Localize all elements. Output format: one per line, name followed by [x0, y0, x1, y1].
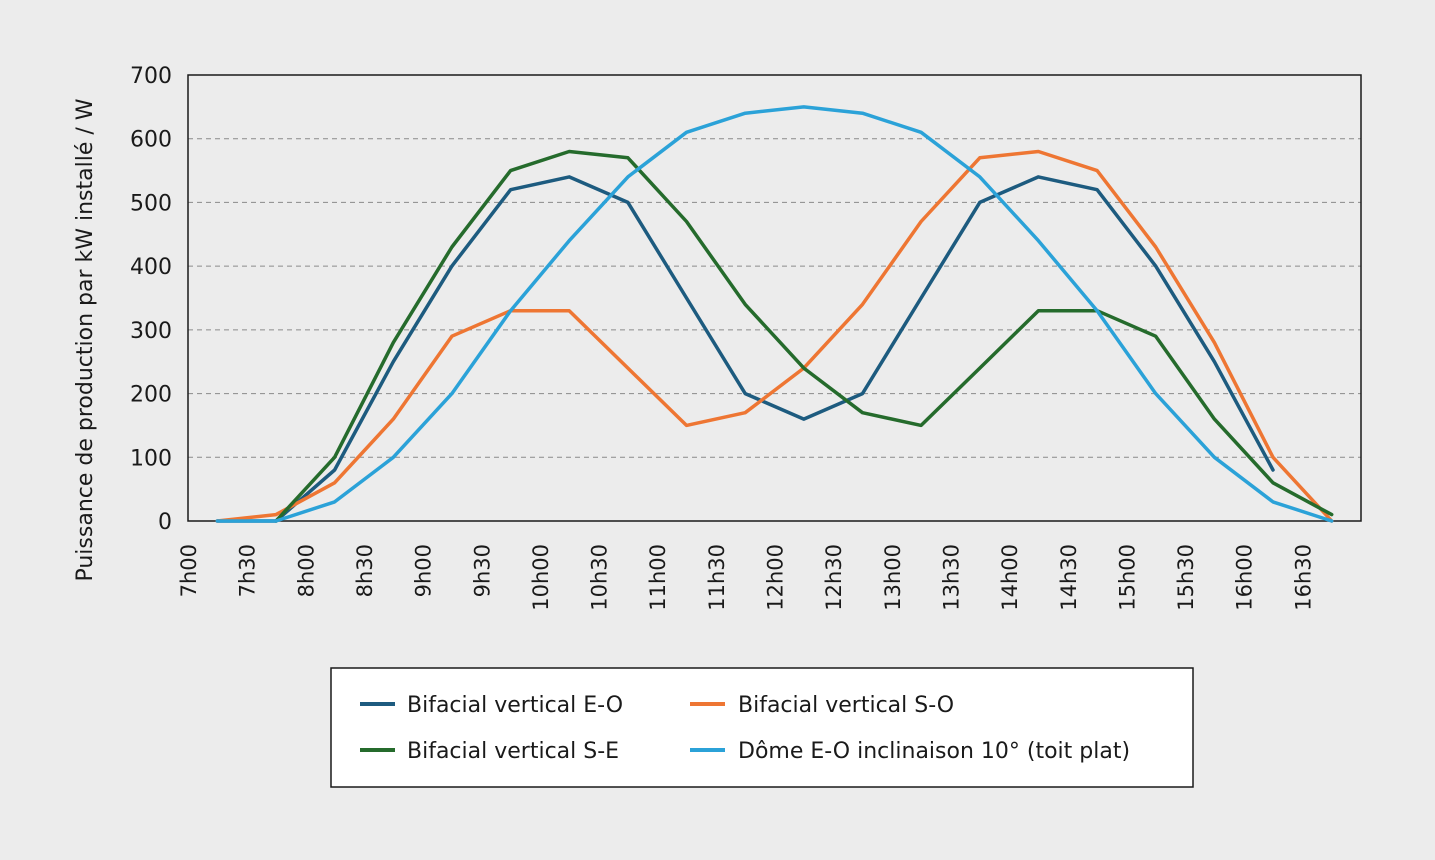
legend-item-1: Bifacial vertical E-O — [360, 693, 623, 718]
x-tick-label-7h30: 7h30 — [236, 544, 260, 597]
x-tick-label-9h30: 9h30 — [470, 544, 494, 597]
y-tick-label-500: 500 — [130, 191, 172, 216]
legend-item-3: Bifacial vertical S-E — [360, 739, 619, 764]
series-line-2 — [215, 149, 1334, 523]
x-tick-label-7h00: 7h00 — [177, 544, 201, 597]
y-tick-label-400: 400 — [130, 255, 172, 280]
y-tick-label-0: 0 — [158, 510, 172, 535]
x-tick-label-12h30: 12h30 — [822, 544, 846, 611]
legend-item-4: Dôme E-O inclinaison 10° (toit plat) — [690, 739, 1130, 764]
legend: Bifacial vertical E-O Bifacial vertical … — [330, 667, 1194, 788]
y-axis-ticks: 0 100 200 300 400 500 600 700 — [130, 64, 172, 535]
series-line-4 — [215, 105, 1334, 523]
legend-label-1: Bifacial vertical E-O — [407, 693, 623, 718]
legend-label-2: Bifacial vertical S-O — [738, 693, 954, 718]
x-tick-label-10h00: 10h00 — [529, 544, 553, 611]
x-tick-label-11h00: 11h00 — [646, 544, 670, 611]
x-tick-label-9h00: 9h00 — [412, 544, 436, 597]
legend-item-2: Bifacial vertical S-O — [690, 693, 954, 718]
x-tick-label-15h00: 15h00 — [1115, 544, 1139, 611]
legend-label-3: Bifacial vertical S-E — [407, 739, 619, 764]
x-tick-label-13h30: 13h30 — [939, 544, 963, 611]
x-tick-label-16h00: 16h00 — [1233, 544, 1257, 611]
series-line-1 — [215, 175, 1275, 523]
y-axis-title: Puissance de production par kW installé … — [73, 98, 98, 581]
series-lines — [215, 105, 1334, 523]
y-tick-label-700: 700 — [130, 64, 172, 89]
x-axis-ticks: 7h00 7h30 8h00 8h30 9h00 9h30 10h00 10h30 11h00 1… — [177, 544, 1315, 611]
y-tick-label-600: 600 — [130, 128, 172, 153]
x-tick-label-14h00: 14h00 — [998, 544, 1022, 611]
plot-area-frame — [187, 74, 1362, 522]
x-tick-label-13h00: 13h00 — [881, 544, 905, 611]
x-tick-label-8h30: 8h30 — [353, 544, 377, 597]
y-tick-label-200: 200 — [130, 383, 172, 408]
x-tick-label-15h30: 15h30 — [1174, 544, 1198, 611]
series-line-3 — [274, 149, 1334, 523]
x-tick-label-12h00: 12h00 — [764, 544, 788, 611]
x-tick-label-16h30: 16h30 — [1291, 544, 1315, 611]
legend-box — [330, 667, 1194, 788]
grid-lines — [188, 138, 1361, 458]
x-tick-label-8h00: 8h00 — [294, 544, 318, 597]
x-tick-label-10h30: 10h30 — [588, 544, 612, 611]
y-tick-label-100: 100 — [130, 446, 172, 471]
x-tick-label-14h30: 14h30 — [1057, 544, 1081, 611]
y-tick-label-300: 300 — [130, 319, 172, 344]
x-tick-label-11h30: 11h30 — [705, 544, 729, 611]
legend-label-4: Dôme E-O inclinaison 10° (toit plat) — [738, 739, 1130, 764]
